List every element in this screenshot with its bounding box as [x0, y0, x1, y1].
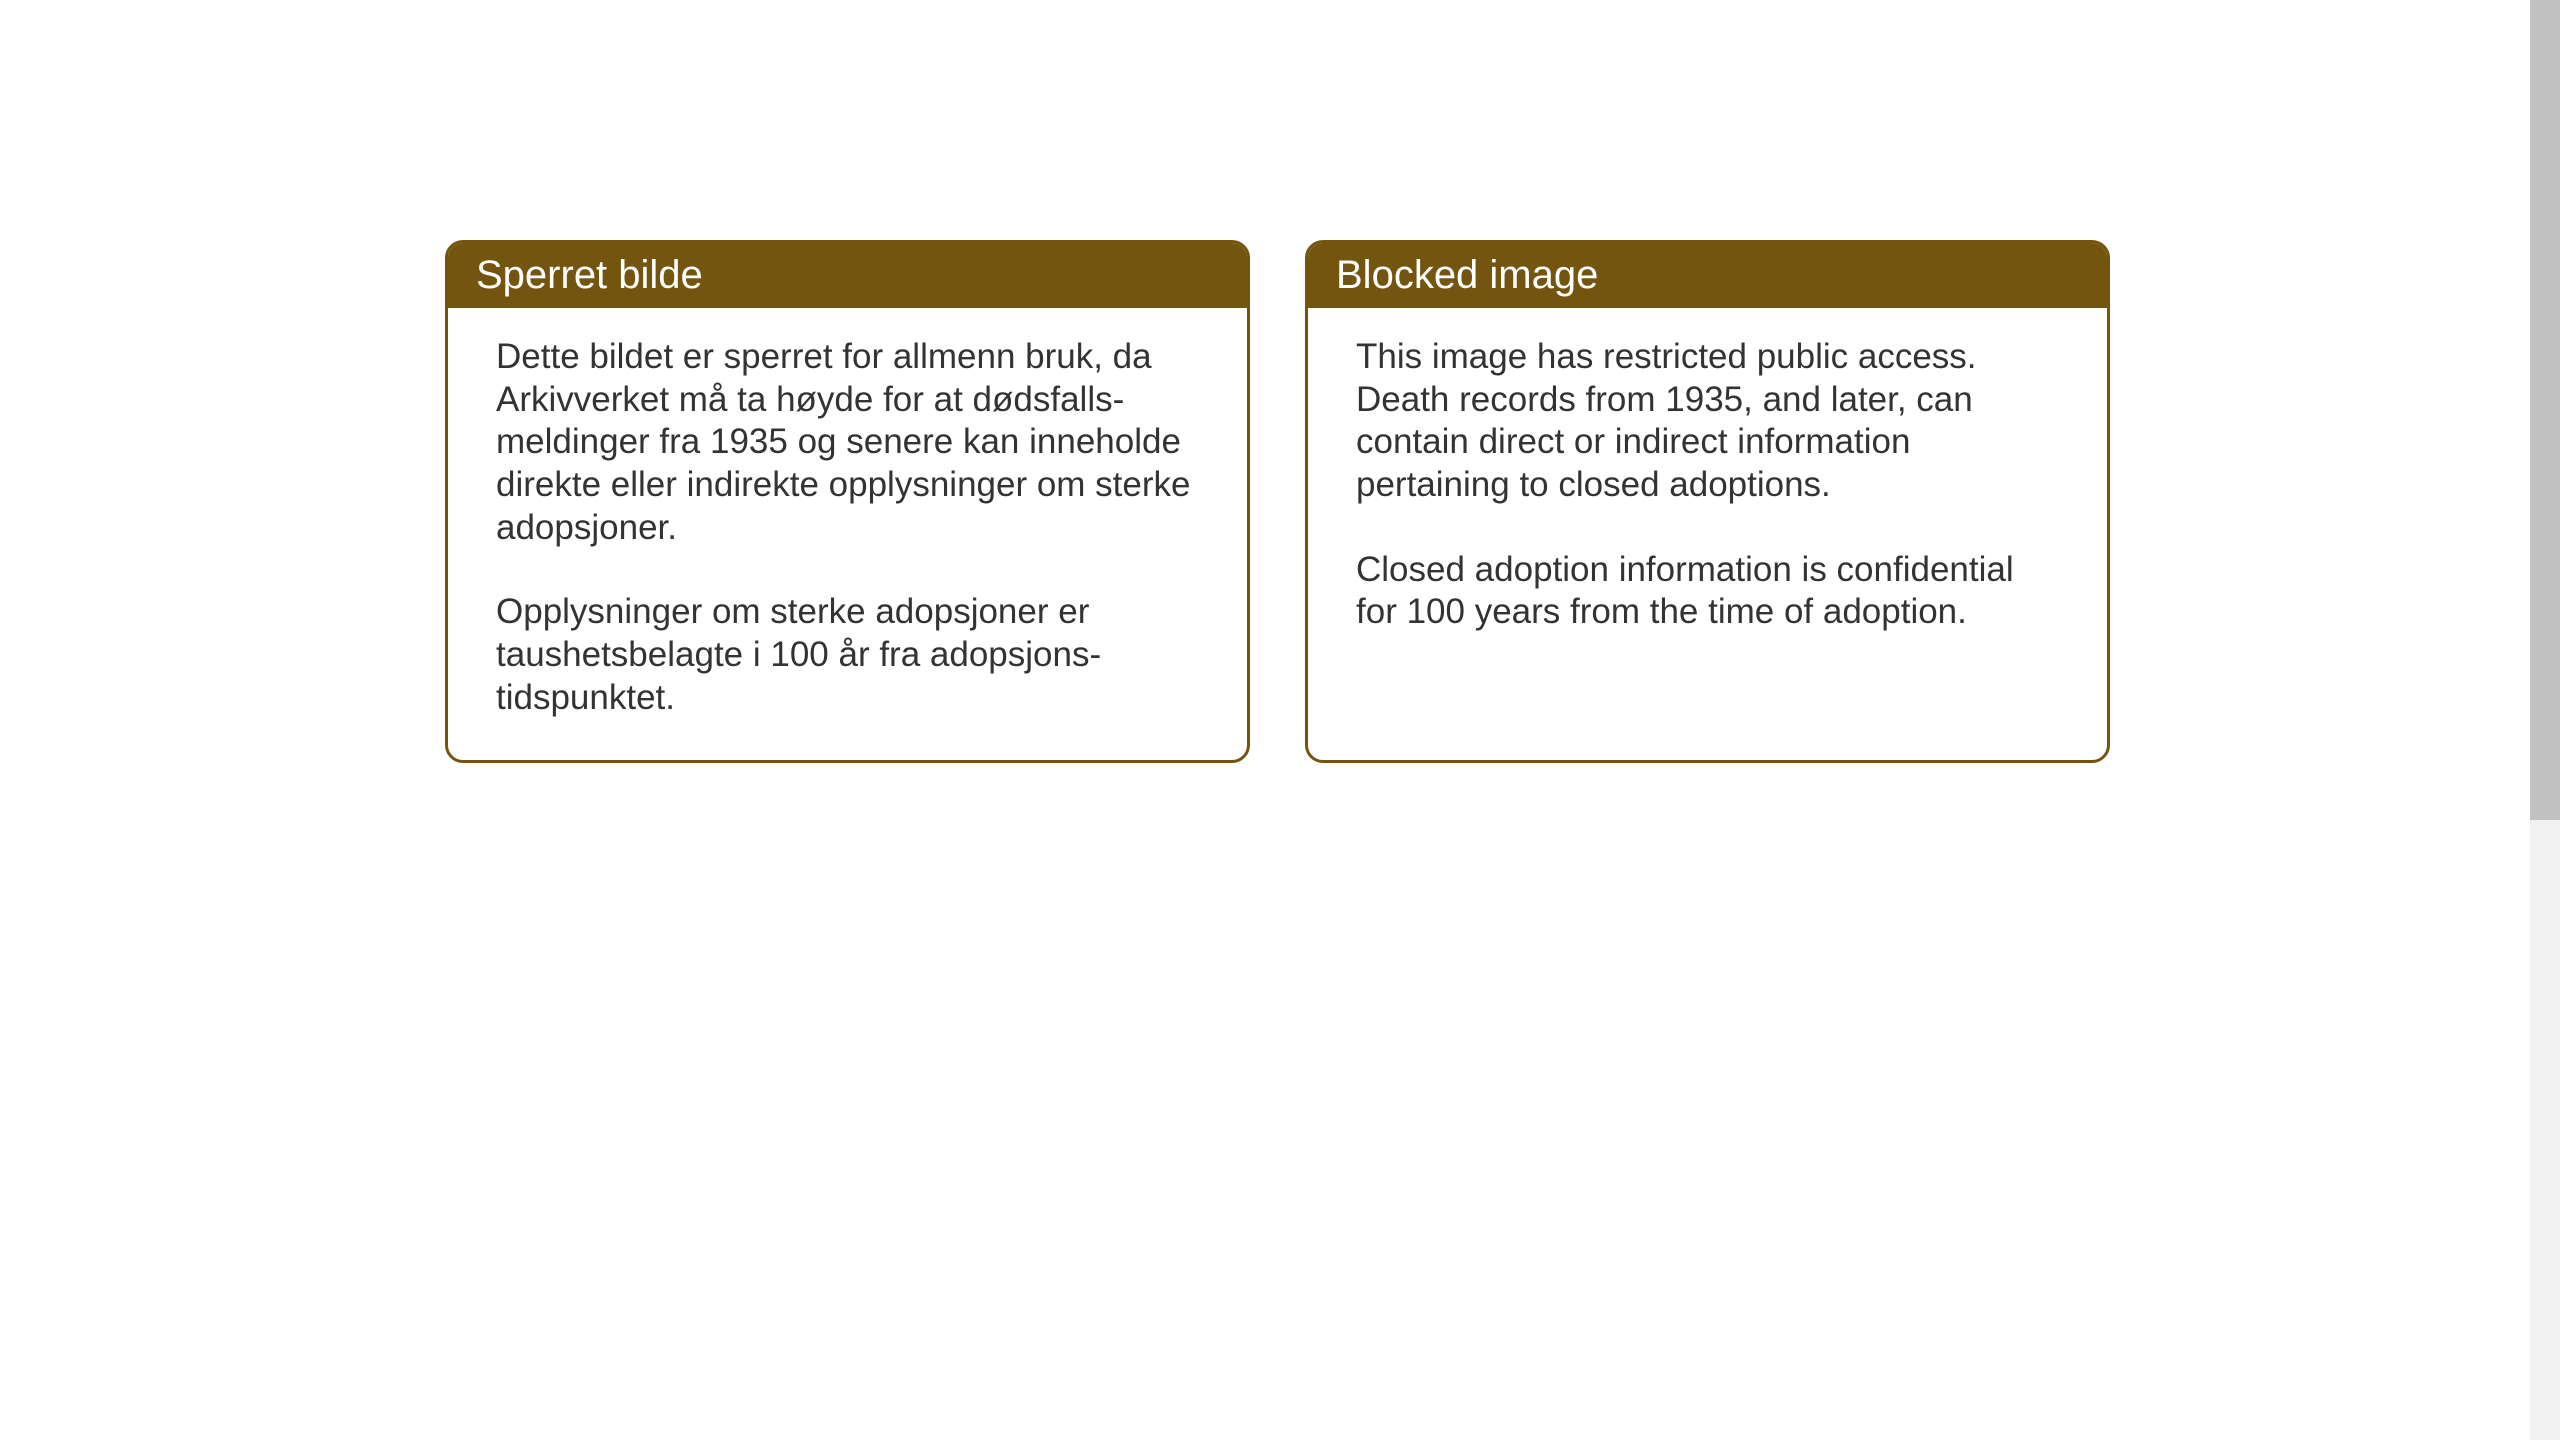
scrollbar-thumb[interactable]	[2530, 0, 2560, 820]
notice-header-english: Blocked image	[1308, 243, 2107, 308]
notice-card-english: Blocked image This image has restricted …	[1305, 240, 2110, 763]
notice-paragraph-1-english: This image has restricted public access.…	[1356, 336, 2059, 507]
notice-card-norwegian: Sperret bilde Dette bildet er sperret fo…	[445, 240, 1250, 763]
notice-paragraph-2-english: Closed adoption information is confident…	[1356, 549, 2059, 634]
notice-body-norwegian: Dette bildet er sperret for allmenn bruk…	[448, 308, 1247, 760]
scrollbar-track[interactable]	[2530, 0, 2560, 1440]
notice-container: Sperret bilde Dette bildet er sperret fo…	[445, 240, 2110, 763]
notice-body-english: This image has restricted public access.…	[1308, 308, 2107, 674]
notice-paragraph-2-norwegian: Opplysninger om sterke adopsjoner er tau…	[496, 591, 1199, 719]
notice-paragraph-1-norwegian: Dette bildet er sperret for allmenn bruk…	[496, 336, 1199, 549]
notice-title-english: Blocked image	[1336, 253, 1598, 297]
notice-header-norwegian: Sperret bilde	[448, 243, 1247, 308]
notice-title-norwegian: Sperret bilde	[476, 253, 703, 297]
